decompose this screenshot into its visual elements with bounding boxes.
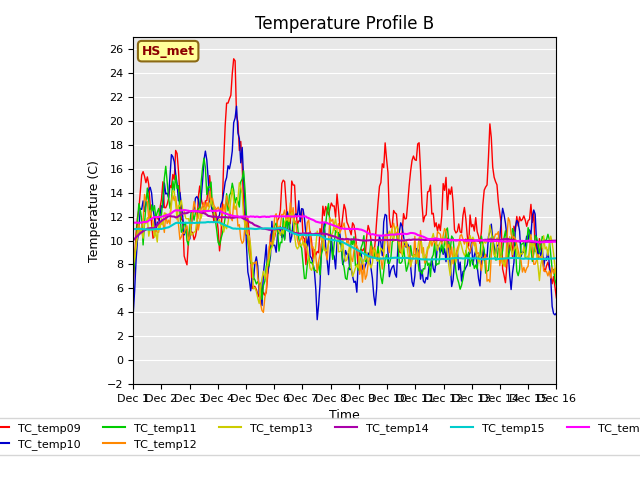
TC_temp09 (488, 135, 495, 141)
TC_temp14 (515, 239, 522, 244)
TC_temp16 (488, 239, 495, 244)
TC_temp14 (529, 240, 536, 245)
TC_temp16 (552, 239, 560, 245)
TC_temp12 (131, 254, 138, 260)
Line: TC_temp15: TC_temp15 (133, 222, 556, 260)
TC_temp15 (383, 255, 390, 261)
TC_temp09 (390, 208, 397, 214)
TC_temp09 (383, 156, 390, 162)
TC_temp13 (384, 232, 392, 238)
TC_temp10 (384, 250, 392, 255)
TC_temp15 (211, 219, 219, 225)
TC_temp15 (552, 255, 560, 261)
TC_temp16 (383, 232, 390, 238)
TC_temp11 (200, 156, 208, 161)
TC_temp12 (260, 310, 268, 315)
TC_temp11 (552, 282, 560, 288)
TC_temp13 (489, 241, 497, 247)
Legend: TC_temp09, TC_temp10, TC_temp11, TC_temp12, TC_temp13, TC_temp14, TC_temp15, TC_: TC_temp09, TC_temp10, TC_temp11, TC_temp… (0, 419, 640, 455)
TC_temp14 (129, 237, 137, 243)
TC_temp11 (131, 257, 138, 263)
TC_temp09 (131, 258, 138, 264)
TC_temp16 (515, 238, 522, 244)
Line: TC_temp12: TC_temp12 (133, 191, 556, 312)
TC_temp12 (489, 240, 497, 246)
TC_temp16 (390, 232, 397, 238)
TC_temp12 (552, 274, 560, 280)
TC_temp13 (131, 255, 138, 261)
Line: TC_temp16: TC_temp16 (133, 210, 556, 242)
TC_temp10 (233, 103, 241, 109)
TC_temp13 (552, 276, 560, 282)
TC_temp10 (129, 312, 137, 317)
TC_temp11 (129, 275, 137, 281)
TC_temp13 (383, 234, 390, 240)
TC_temp11 (489, 233, 497, 239)
TC_temp12 (383, 231, 390, 237)
TC_temp14 (189, 208, 196, 214)
TC_temp14 (131, 236, 138, 242)
TC_temp15 (516, 255, 524, 261)
TC_temp16 (129, 220, 137, 226)
TC_temp10 (552, 310, 560, 316)
TC_temp10 (391, 271, 399, 277)
Y-axis label: Temperature (C): Temperature (C) (88, 160, 101, 262)
TC_temp11 (384, 260, 392, 266)
TC_temp10 (383, 213, 390, 218)
TC_temp14 (381, 237, 389, 243)
TC_temp16 (381, 232, 389, 238)
TC_temp16 (131, 220, 138, 226)
TC_temp12 (129, 262, 137, 267)
TC_temp09 (129, 282, 137, 288)
TC_temp15 (424, 257, 431, 263)
TC_temp14 (383, 237, 390, 243)
TC_temp09 (515, 223, 522, 229)
Line: TC_temp11: TC_temp11 (133, 158, 556, 300)
TC_temp13 (129, 264, 137, 269)
TC_temp10 (131, 288, 138, 294)
TC_temp14 (552, 238, 560, 243)
Title: Temperature Profile B: Temperature Profile B (255, 15, 435, 33)
TC_temp11 (258, 297, 266, 302)
TC_temp11 (391, 231, 399, 237)
TC_temp14 (488, 237, 495, 242)
TC_temp12 (516, 255, 524, 261)
TC_temp16 (180, 207, 188, 213)
TC_temp09 (552, 295, 560, 301)
Line: TC_temp14: TC_temp14 (133, 211, 556, 242)
Line: TC_temp09: TC_temp09 (133, 59, 556, 298)
TC_temp15 (129, 226, 137, 232)
TC_temp11 (516, 267, 524, 273)
TC_temp09 (381, 140, 389, 146)
TC_temp09 (230, 56, 237, 61)
TC_temp15 (131, 226, 138, 232)
TC_temp15 (390, 255, 397, 261)
TC_temp16 (536, 240, 543, 245)
TC_temp13 (516, 255, 524, 261)
TC_temp14 (390, 237, 397, 243)
TC_temp13 (255, 300, 263, 306)
TC_temp10 (314, 317, 321, 323)
TC_temp15 (489, 256, 497, 262)
TC_temp10 (489, 236, 497, 241)
TC_temp11 (383, 252, 390, 257)
TC_temp12 (391, 228, 399, 234)
Text: HS_met: HS_met (141, 45, 195, 58)
TC_temp12 (384, 243, 392, 249)
TC_temp10 (516, 228, 524, 234)
Line: TC_temp13: TC_temp13 (133, 183, 556, 303)
TC_temp13 (236, 180, 243, 186)
TC_temp12 (206, 188, 214, 194)
TC_temp15 (381, 255, 389, 261)
Line: TC_temp10: TC_temp10 (133, 106, 556, 320)
X-axis label: Time: Time (330, 409, 360, 422)
TC_temp13 (391, 228, 399, 233)
